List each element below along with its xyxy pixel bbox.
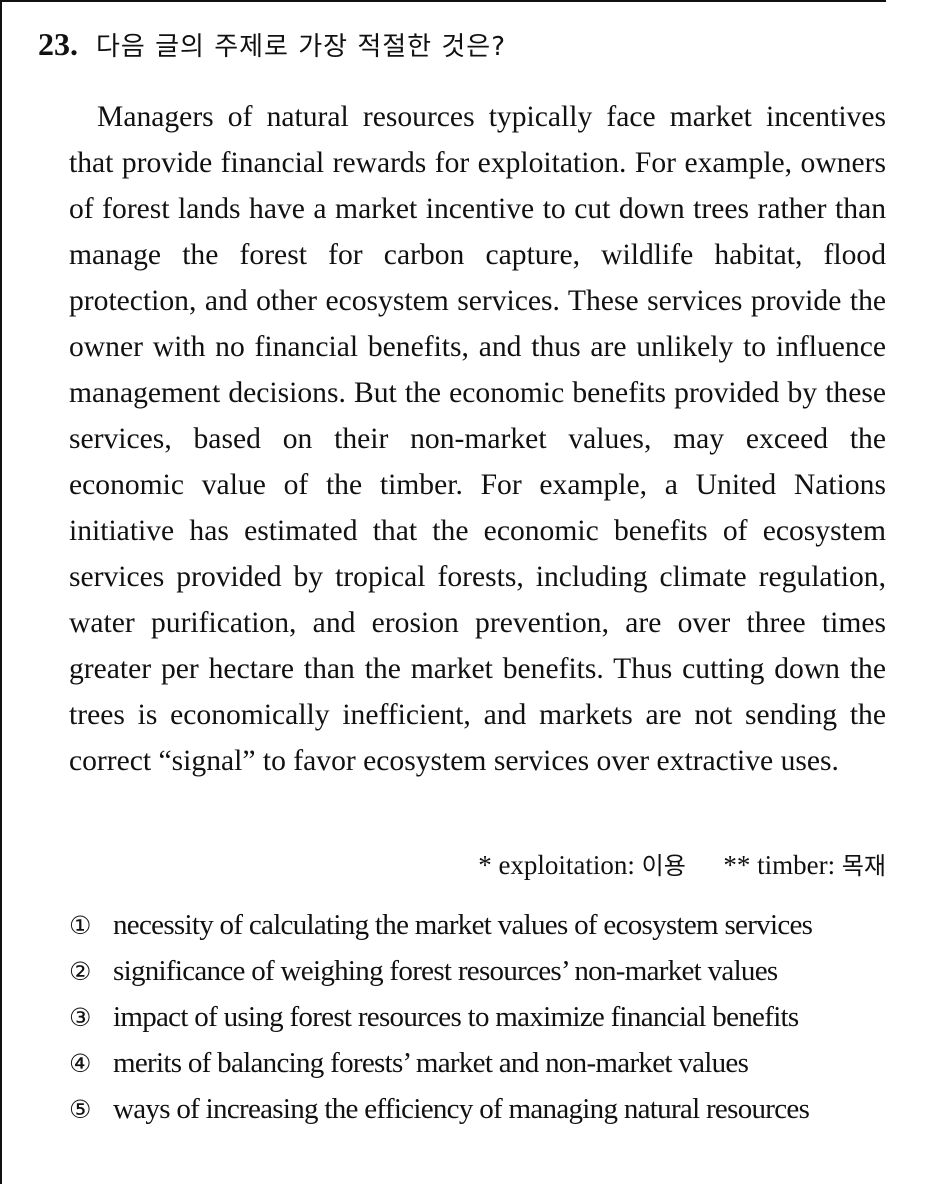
option-marker: ③: [69, 1003, 92, 1032]
answer-option-5[interactable]: ⑤ ways of increasing the efficiency of m…: [69, 1086, 889, 1132]
option-marker: ⑤: [69, 1095, 92, 1124]
footnote-marker: *: [478, 850, 492, 880]
answer-option-4[interactable]: ④ merits of balancing forests’ market an…: [69, 1040, 889, 1086]
option-text: significance of weighing forest resource…: [113, 955, 778, 987]
top-border-rule: [0, 0, 886, 2]
footnote-gloss: 이용: [641, 852, 686, 880]
option-text: merits of balancing forests’ market and …: [113, 1047, 749, 1079]
option-marker: ①: [69, 911, 92, 940]
footnote-term: exploitation:: [498, 850, 635, 880]
answer-option-3[interactable]: ③ impact of using forest resources to ma…: [69, 994, 889, 1040]
left-border-rule: [0, 0, 2, 1184]
option-text: impact of using forest resources to maxi…: [113, 1001, 799, 1033]
answer-options: ① necessity of calculating the market va…: [69, 902, 889, 1132]
option-marker: ②: [69, 957, 92, 986]
footnote-exploitation: * exploitation: 이용: [478, 850, 692, 880]
answer-option-1[interactable]: ① necessity of calculating the market va…: [69, 902, 889, 948]
question-prompt: 다음 글의 주제로 가장 적절한 것은?: [96, 32, 507, 62]
option-text: necessity of calculating the market valu…: [113, 909, 813, 941]
footnote-term: timber:: [757, 850, 836, 880]
question-header: 23. 다음 글의 주제로 가장 적절한 것은?: [38, 26, 886, 63]
option-marker: ④: [69, 1049, 92, 1078]
passage-text: Managers of natural resources typically …: [69, 101, 886, 777]
footnotes: * exploitation: 이용 ** timber: 목재: [478, 842, 886, 889]
question-number: 23.: [38, 26, 78, 62]
option-text: ways of increasing the efficiency of man…: [113, 1093, 810, 1125]
footnote-marker: **: [723, 850, 751, 880]
footnote-gloss: 목재: [841, 852, 886, 880]
answer-option-2[interactable]: ② significance of weighing forest resour…: [69, 948, 889, 994]
footnote-timber: ** timber: 목재: [717, 850, 886, 880]
